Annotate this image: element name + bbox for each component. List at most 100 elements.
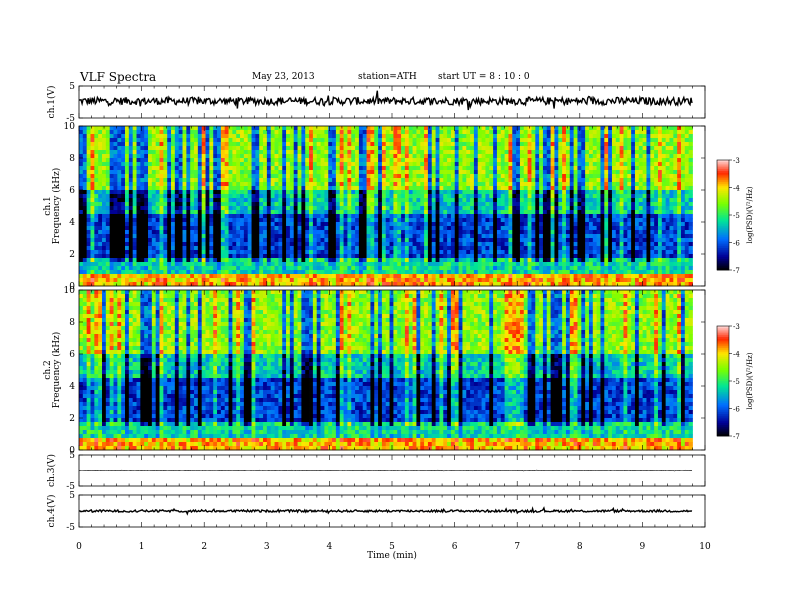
ch1-spectrogram-cell xyxy=(412,234,417,239)
ch1-spectrogram-cell xyxy=(328,214,333,219)
ch1-spectrogram-cell xyxy=(558,218,563,223)
ch1-spectrogram-cell xyxy=(374,154,379,159)
ch1-spectrogram-cell xyxy=(128,134,134,139)
ch1-spectrogram-cell xyxy=(355,130,360,135)
ch1-spectrogram-cell xyxy=(378,246,383,251)
ch1-spectrogram-cell xyxy=(489,214,494,219)
ch1-spectrogram-cell xyxy=(109,246,114,251)
ch1-spectrogram-cell xyxy=(680,158,686,163)
ch1-spectrogram-cell xyxy=(182,158,187,163)
ch1-spectrogram-cell xyxy=(328,134,333,139)
ch1-spectrogram-cell xyxy=(646,146,651,151)
ch1-spectrogram-cell xyxy=(228,150,233,155)
ch1-spectrogram-cell xyxy=(358,154,364,159)
ch1-spectrogram-cell xyxy=(90,130,95,135)
ch1-spectrogram-cell xyxy=(393,162,398,167)
ch1-spectrogram-cell xyxy=(209,234,214,239)
ch1-spectrogram-cell xyxy=(680,162,686,167)
ch1-spectrogram-cell xyxy=(592,158,598,163)
ch1-spectrogram-cell xyxy=(351,194,356,199)
ch1-spectrogram-cell xyxy=(305,238,310,243)
ch1-spectrogram-cell xyxy=(293,230,298,235)
ch1-spectrogram-cell xyxy=(167,206,172,211)
ch1-spectrogram-cell xyxy=(604,158,609,163)
ch1-spectrogram-cell xyxy=(328,126,333,131)
ch1-spectrogram-cell xyxy=(98,246,103,251)
ch1-spectrogram-cell xyxy=(611,154,617,159)
ch1-spectrogram-cell xyxy=(527,226,532,231)
ch1-spectrogram-cell xyxy=(554,150,559,155)
ch1-spectrogram-cell xyxy=(171,150,176,155)
ch1-spectrogram-cell xyxy=(263,146,268,151)
ch1-spectrogram-cell xyxy=(109,186,114,191)
ch1-spectrogram-cell xyxy=(320,202,325,207)
ch1-spectrogram-cell xyxy=(569,170,575,175)
ch1-spectrogram-cell xyxy=(136,218,141,223)
ch1-spectrogram-cell xyxy=(236,190,241,195)
ch1-spectrogram-cell xyxy=(79,162,84,167)
ch1-spectrogram-cell xyxy=(228,138,233,143)
ch1-spectrogram-cell xyxy=(240,210,245,215)
ch1-spectrogram-cell xyxy=(293,178,298,183)
ch1-spectrogram-cell xyxy=(293,194,298,199)
ch1-spectrogram-cell xyxy=(634,214,640,219)
ch1-spectrogram-cell xyxy=(565,214,571,219)
ch1-spectrogram-cell xyxy=(569,202,575,207)
ch1-spectrogram-cell xyxy=(420,130,425,135)
ch1-spectrogram-cell xyxy=(335,170,341,175)
ch1-spectrogram-cell xyxy=(650,126,655,131)
ch1-spectrogram-cell xyxy=(224,142,229,147)
ch1-spectrogram-cell xyxy=(343,238,348,243)
ch1-spectrogram-cell xyxy=(270,246,275,251)
ch1-spectrogram-cell xyxy=(286,190,291,195)
ch1-spectrogram-cell xyxy=(677,146,682,151)
ch1-spectrogram-cell xyxy=(473,190,479,195)
ch1-spectrogram-cell xyxy=(109,242,114,247)
ch1-spectrogram-cell xyxy=(347,242,352,247)
ch1-spectrogram-cell xyxy=(370,178,375,183)
ch1-spectrogram-cell xyxy=(546,242,552,247)
ch1-spectrogram-cell xyxy=(611,210,617,215)
ch1-spectrogram-cell xyxy=(197,146,203,151)
ch1-spectrogram-cell xyxy=(144,242,149,247)
ch1-spectrogram-cell xyxy=(125,126,130,131)
ch1-spectrogram-cell xyxy=(642,186,647,191)
ch1-spectrogram-cell xyxy=(128,154,134,159)
ch1-spectrogram-cell xyxy=(385,242,390,247)
ch1-spectrogram-cell xyxy=(489,182,494,187)
ch1-spectrogram-cell xyxy=(362,142,367,147)
ch1-spectrogram-cell xyxy=(228,218,233,223)
ch1-spectrogram-cell xyxy=(654,166,659,171)
ch1-spectrogram-cell xyxy=(680,230,686,235)
ch1-spectrogram-cell xyxy=(263,158,268,163)
ch1-spectrogram-cell xyxy=(255,174,260,179)
ch1-spectrogram-cell xyxy=(634,154,640,159)
ch1-spectrogram-cell xyxy=(378,138,383,143)
ch1-spectrogram-cell xyxy=(347,146,352,151)
ch1-spectrogram-cell xyxy=(420,150,425,155)
ch1-spectrogram-cell xyxy=(125,214,130,219)
ch1-spectrogram-cell xyxy=(470,186,475,191)
ch1-spectrogram-cell xyxy=(447,126,452,131)
ch1-spectrogram-cell xyxy=(546,186,552,191)
ch1-spectrogram-cell xyxy=(508,178,513,183)
ch1-spectrogram-cell xyxy=(500,130,505,135)
ch1-spectrogram-cell xyxy=(650,178,655,183)
ch1-spectrogram-cell xyxy=(102,186,107,191)
ch1-spectrogram-cell xyxy=(470,130,475,135)
ch1-spectrogram-cell xyxy=(389,242,394,247)
ch1-spectrogram-cell xyxy=(125,242,130,247)
ch1-spectrogram-cell xyxy=(163,234,168,239)
ch1-spectrogram-cell xyxy=(673,142,678,147)
ch1-spectrogram-cell xyxy=(623,150,628,155)
ch1-spectrogram-cell xyxy=(289,150,295,155)
ch1-spectrogram-cell xyxy=(255,146,260,151)
ch1-spectrogram-cell xyxy=(608,182,613,187)
ch1-spectrogram-cell xyxy=(684,202,690,207)
ch1-spectrogram-cell xyxy=(186,150,191,155)
ch1-spectrogram-cell xyxy=(205,146,210,151)
ch1-spectrogram-cell xyxy=(274,218,279,223)
ch1-spectrogram-cell xyxy=(121,238,126,243)
ch1-spectrogram-cell xyxy=(535,126,540,131)
ch1-spectrogram-cell xyxy=(489,138,494,143)
